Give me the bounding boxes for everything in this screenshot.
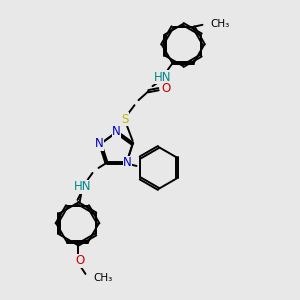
Text: S: S <box>121 113 128 126</box>
Text: HN: HN <box>74 180 91 194</box>
Text: HN: HN <box>154 71 171 84</box>
Text: CH₃: CH₃ <box>211 19 230 29</box>
Text: O: O <box>161 82 170 95</box>
Text: N: N <box>95 137 104 150</box>
Text: CH₃: CH₃ <box>94 273 113 283</box>
Text: O: O <box>75 254 84 267</box>
Text: N: N <box>123 156 132 170</box>
Text: N: N <box>112 125 121 138</box>
